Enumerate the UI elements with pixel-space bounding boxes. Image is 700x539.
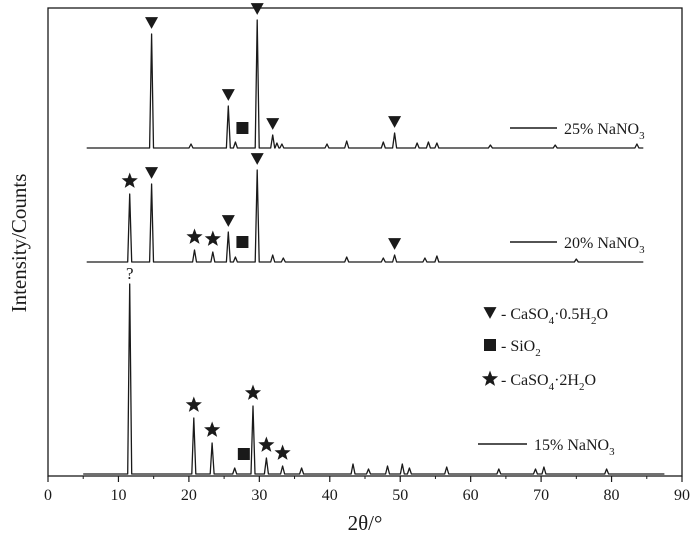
x-axis-label: 2θ/°: [348, 511, 383, 535]
triangle-marker: [388, 116, 402, 128]
star-marker: [258, 436, 275, 452]
phase-markers: ?: [121, 3, 402, 460]
series-label: 25% NaNO3: [564, 121, 645, 142]
triangle-marker: [221, 89, 235, 101]
square-marker: [236, 122, 249, 134]
triangle-marker: [388, 238, 402, 250]
x-tick-label: 90: [674, 487, 690, 504]
y-axis-label: Intensity/Counts: [7, 174, 31, 313]
series-labels: 25% NaNO3 20% NaNO3 15% NaNO3: [478, 121, 645, 458]
triangle-marker: [250, 153, 264, 165]
phase-legend: - CaSO4·0.5H2O - SiO2 - CaSO4·2H2O: [481, 306, 608, 393]
star-marker: [274, 444, 291, 460]
star-marker: [185, 396, 202, 412]
x-tick-label: 50: [392, 487, 408, 504]
x-tick-label: 0: [44, 487, 52, 504]
star-marker: [204, 421, 221, 437]
x-tick-label: 30: [251, 487, 267, 504]
triangle-marker: [221, 215, 235, 227]
x-axis: 0 10 20 30 40 50 60 70 80 90: [44, 476, 690, 504]
legend-square-icon: [484, 339, 496, 351]
series-label: 20% NaNO3: [564, 235, 645, 256]
trace-1: [86, 19, 644, 149]
x-tick-label: 10: [110, 487, 126, 504]
diffraction-traces: [83, 19, 665, 475]
x-tick-label: 20: [181, 487, 197, 504]
legend-label: - CaSO4·0.5H2O: [501, 306, 608, 327]
legend-label: - CaSO4·2H2O: [501, 372, 596, 393]
x-tick-label: 60: [463, 487, 479, 504]
legend-label: - SiO2: [501, 338, 541, 359]
star-marker: [186, 228, 203, 244]
x-tick-label: 80: [604, 487, 620, 504]
triangle-marker: [145, 167, 159, 179]
series-label: 15% NaNO3: [534, 437, 615, 458]
star-marker: [204, 230, 221, 246]
star-marker: [121, 172, 138, 188]
legend-triangle-icon: [483, 307, 497, 319]
x-tick-label: 40: [322, 487, 338, 504]
trace-3: [83, 283, 665, 475]
triangle-marker: [266, 118, 280, 130]
triangle-marker: [250, 3, 264, 15]
trace-2: [86, 169, 644, 263]
square-marker: [236, 236, 249, 248]
triangle-marker: [145, 17, 159, 29]
square-marker: [237, 448, 250, 460]
star-marker: [244, 384, 262, 400]
x-tick-label: 70: [533, 487, 549, 504]
unknown-peak-label: ?: [126, 264, 134, 283]
legend-star-icon: [481, 370, 499, 386]
